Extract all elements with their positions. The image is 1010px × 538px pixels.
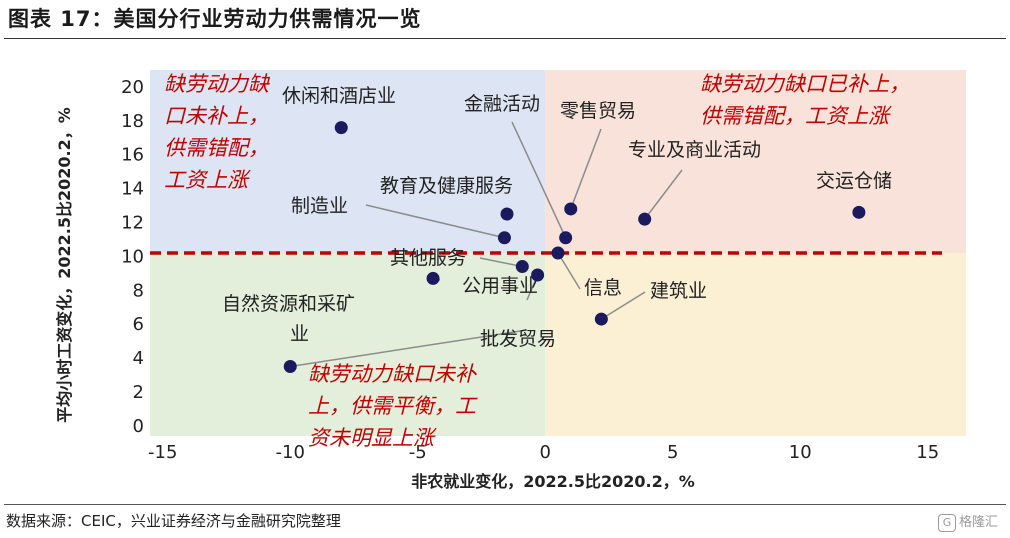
leader-line [644, 169, 683, 220]
data-point [638, 212, 652, 226]
data-point-label: 教育及健康服务 [380, 175, 513, 197]
data-point-label: 交运仓储 [816, 170, 892, 192]
data-point-label: 业 [290, 323, 309, 345]
data-point [515, 260, 529, 274]
chart-title: 图表 17：美国分行业劳动力供需情况一览 [8, 7, 422, 31]
data-point-label: 信息 [584, 277, 622, 299]
y-tick-label: 4 [133, 348, 144, 369]
data-point-label: 金融活动 [464, 93, 540, 115]
quadrant-top-right [545, 70, 966, 253]
data-point [564, 202, 578, 216]
quadrant-top-left [150, 70, 546, 253]
data-point-label: 休闲和酒店业 [282, 85, 396, 107]
data-point [559, 231, 573, 245]
quadrant-annotation: 缺劳动力缺口已补上， 供需错配，工资上涨 [700, 72, 910, 128]
title-divider [4, 38, 1006, 39]
source-note: 数据来源：CEIC，兴业证券经济与金融研究院整理 [6, 512, 341, 530]
quadrant-annotation-line: 缺劳动力缺口未补 [308, 362, 478, 386]
leader-line [570, 128, 602, 210]
data-point-label: 建筑业 [650, 280, 707, 302]
data-point [426, 271, 440, 285]
x-tick-label: 10 [789, 442, 812, 463]
y-axis-label: 平均小时工资变化，2022.5比2020.2，% [55, 107, 74, 423]
data-point-label: 批发贸易 [480, 328, 556, 350]
quadrant-annotation-line: 工资上涨 [164, 168, 251, 192]
quadrant-annotation: 缺劳动力缺口未补上， 供需错配， 工资上涨 [164, 72, 271, 192]
y-tick-label: 18 [121, 111, 144, 132]
y-tick-label: 2 [133, 382, 144, 403]
quadrant-annotation-line: 缺劳动力缺 [164, 72, 271, 96]
y-tick-label: 10 [121, 246, 144, 267]
data-point-label: 公用事业 [462, 275, 538, 297]
y-tick-label: 20 [121, 77, 144, 98]
quadrant-bottom-right [545, 253, 966, 436]
data-point-label: 自然资源和采矿 [222, 293, 355, 315]
leader-line [479, 257, 523, 268]
x-tick-label: -5 [409, 442, 427, 463]
data-point [531, 268, 545, 282]
x-tick-label: 5 [667, 442, 678, 463]
quadrant-annotation: 缺劳动力缺口未补上，供需平衡，工资未明显上涨 [308, 362, 478, 450]
quadrant-annotation-line: 缺劳动力缺口已补上， [700, 72, 910, 96]
data-point-label: 其他服务 [390, 247, 466, 269]
x-tick-label: -15 [148, 442, 177, 463]
source-divider [4, 504, 1006, 505]
x-tick-label: 15 [916, 442, 939, 463]
data-point-label: 零售贸易 [560, 100, 636, 122]
x-axis-label: 非农就业变化，2022.5比2020.2，% [411, 472, 695, 491]
x-tick-label: 0 [540, 442, 551, 463]
quadrant-annotation-line: 供需错配， [164, 136, 269, 160]
data-point [497, 231, 511, 245]
x-tick-label: -10 [276, 442, 305, 463]
leader-line [511, 121, 567, 239]
leader-line [557, 252, 581, 290]
watermark-text: 格隆汇 [958, 515, 998, 530]
data-point [852, 205, 866, 219]
leader-line [365, 204, 505, 239]
y-tick-label: 16 [121, 145, 144, 166]
leader-line [600, 291, 646, 320]
quadrant-annotation-line: 口未补上， [164, 104, 269, 128]
data-point [551, 246, 565, 260]
y-tick-label: 12 [121, 213, 144, 234]
y-tick-label: 8 [133, 280, 144, 301]
leader-line [290, 329, 528, 368]
data-point [500, 207, 514, 221]
scatter-chart: -15 -10 -5 0 5 10 15 0 2 4 6 8 10 12 14 16 18 20 休闲和酒店业交运… [55, 70, 966, 491]
data-point [283, 360, 297, 374]
data-point-label: 专业及商业活动 [628, 139, 761, 161]
data-point [594, 312, 608, 326]
quadrant-annotation-line: 上，供需平衡，工 [308, 394, 478, 418]
quadrant-annotation-line: 资未明显上涨 [308, 426, 437, 450]
quadrant-bottom-left [150, 253, 546, 436]
watermark-logo-icon: G [937, 513, 956, 532]
data-point-label: 制造业 [291, 195, 348, 217]
y-tick-label: 6 [133, 314, 144, 335]
y-tick-label: 14 [121, 179, 144, 200]
y-tick-label: 0 [133, 416, 144, 437]
watermark: G 格隆汇 [937, 511, 998, 532]
data-point [334, 121, 348, 135]
quadrant-annotation-line: 供需错配，工资上涨 [700, 104, 892, 128]
